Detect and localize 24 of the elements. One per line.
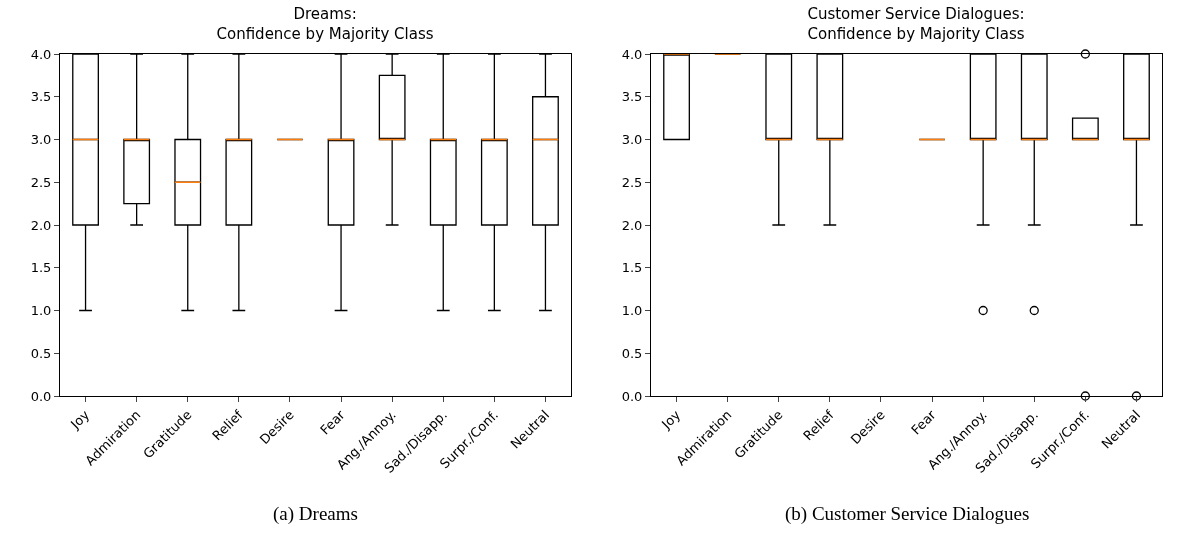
y-tick-label: 1.0: [621, 303, 643, 319]
chart-title: Dreams: Confidence by Majority Class: [216, 5, 434, 43]
y-tick-label: 1.5: [621, 260, 643, 276]
chart-title: Customer Service Dialogues: Confidence by Majority Class: [807, 5, 1025, 43]
y-tick-label: 2.5: [621, 174, 643, 190]
y-tick-label: 3.0: [30, 132, 52, 148]
y-tick-label: 3.5: [30, 89, 52, 105]
y-tick-label: 2.5: [30, 174, 52, 190]
x-tick-label: Joy: [658, 407, 684, 433]
y-tick-label: 4.0: [30, 46, 52, 62]
x-tick-label: Joy: [67, 407, 93, 433]
y-tick-label: 1.0: [30, 303, 52, 319]
text: (a) Dreams: [273, 503, 358, 525]
y-tick-label: 2.0: [30, 217, 52, 233]
y-tick-label: 0.5: [621, 345, 643, 361]
y-tick-label: 4.0: [621, 46, 643, 62]
text: (b) Customer Service Dialogues: [785, 503, 1030, 525]
y-tick-label: 2.0: [621, 217, 643, 233]
y-tick-label: 0.0: [30, 388, 52, 404]
y-tick-label: 3.0: [621, 132, 643, 148]
y-tick-label: 1.5: [30, 260, 52, 276]
y-tick-label: 3.5: [621, 89, 643, 105]
y-tick-label: 0.0: [621, 388, 643, 404]
y-tick-label: 0.5: [30, 345, 52, 361]
